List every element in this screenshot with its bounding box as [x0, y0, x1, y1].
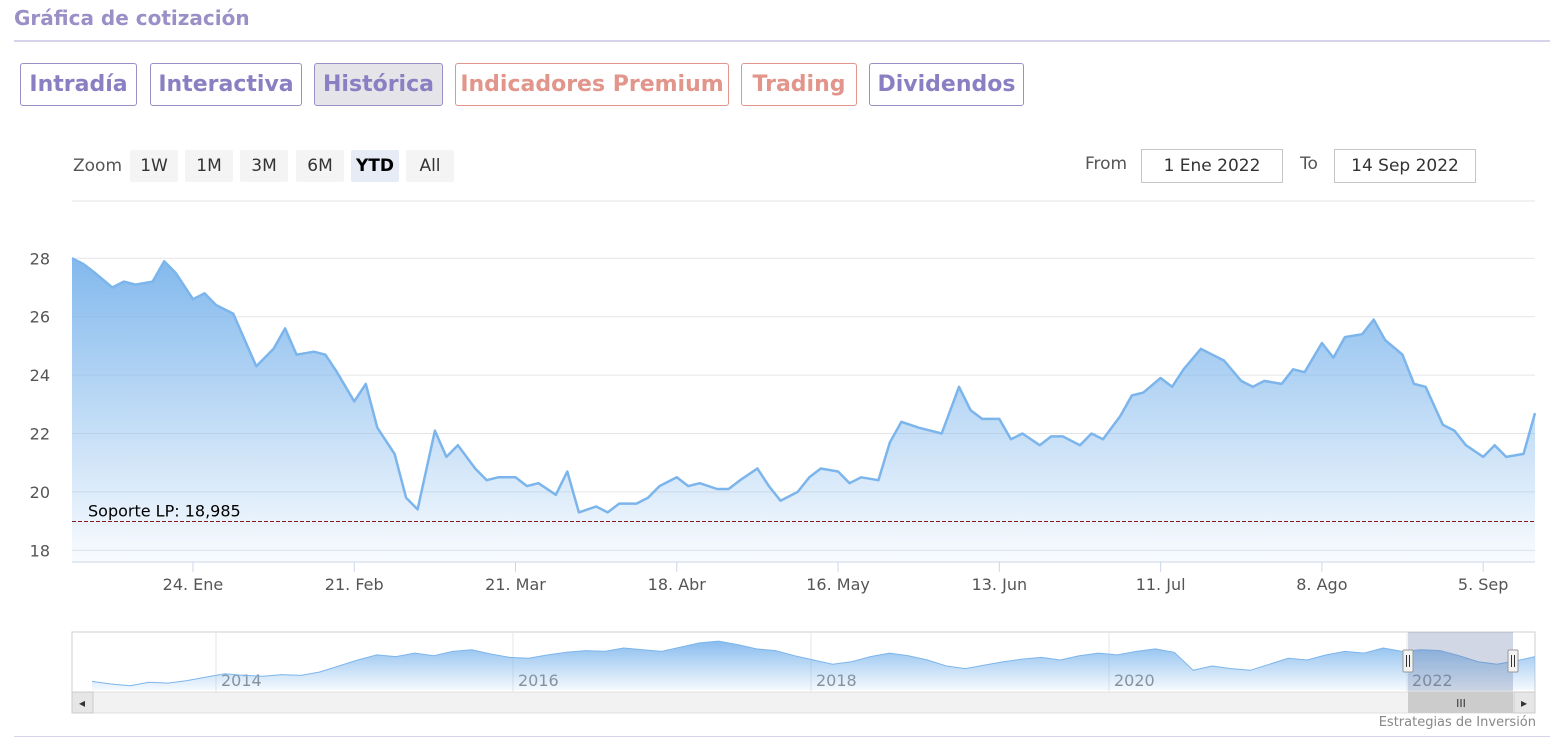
scroll-right-button — [1513, 691, 1536, 714]
price-area — [72, 258, 1535, 562]
tab-trading[interactable]: Trading — [741, 63, 857, 106]
y-tick-label: 28 — [30, 249, 50, 268]
navigator: 2014 2016 2018 2020 2022 — [71, 631, 1536, 693]
navigator-selection — [1408, 632, 1513, 692]
y-tick-label: 18 — [30, 541, 50, 560]
navigator-line — [91, 640, 1536, 687]
scrollbar: ◂ ▸ III — [71, 691, 1536, 714]
x-tick-label: 16. May — [806, 575, 870, 594]
y-tick-label: 20 — [30, 483, 50, 502]
scroll-grip-icon: III — [1456, 697, 1466, 710]
tab-historica[interactable]: Histórica — [314, 63, 443, 106]
to-label: To — [1300, 154, 1318, 174]
x-tick-label: 5. Sep — [1458, 575, 1509, 594]
tab-dividendos[interactable]: Dividendos — [869, 63, 1024, 106]
x-tick-label: 13. Jun — [972, 575, 1028, 594]
section-title: Gráfica de cotización — [14, 6, 250, 30]
bottom-divider — [14, 736, 1550, 737]
zoom-label: Zoom — [73, 156, 123, 176]
y-tick-label: 26 — [30, 308, 50, 327]
y-tick-label: 24 — [30, 366, 50, 385]
zoom-all-button[interactable]: All — [406, 150, 454, 182]
to-date-input[interactable]: 14 Sep 2022 — [1334, 149, 1476, 183]
x-tick-label: 8. Ago — [1296, 575, 1347, 594]
tab-interactiva[interactable]: Interactiva — [150, 63, 302, 106]
x-tick-label: 18. Abr — [648, 575, 707, 594]
navigator-year-label: 2018 — [816, 671, 857, 690]
scroll-right-icon: ▸ — [1521, 696, 1527, 710]
zoom-1m-button[interactable]: 1M — [185, 150, 233, 182]
x-tick-label: 11. Jul — [1136, 575, 1186, 594]
zoom-3m-button[interactable]: 3M — [240, 150, 288, 182]
title-divider — [14, 40, 1550, 42]
navigator-year-label: 2016 — [518, 671, 559, 690]
navigator-area — [92, 641, 1535, 690]
scroll-left-button — [71, 691, 94, 714]
x-tick-label: 24. Ene — [163, 575, 224, 594]
support-label: Soporte LP: 18,985 — [88, 502, 241, 521]
navigator-year-label: 2022 — [1412, 671, 1453, 690]
from-label: From — [1085, 154, 1128, 174]
navigator-year-label: 2014 — [221, 671, 262, 690]
navigator-handle — [1507, 649, 1519, 673]
price-line — [71, 257, 1537, 514]
tab-indicadores-premium[interactable]: Indicadores Premium — [455, 63, 729, 106]
tab-intradia[interactable]: Intradía — [20, 63, 137, 106]
y-tick-label: 22 — [30, 425, 50, 444]
x-tick-label: 21. Mar — [485, 575, 546, 594]
zoom-ytd-button[interactable]: YTD — [351, 150, 399, 182]
navigator-year-label: 2020 — [1114, 671, 1155, 690]
scroll-left-icon: ◂ — [79, 696, 85, 710]
zoom-1w-button[interactable]: 1W — [130, 150, 178, 182]
zoom-6m-button[interactable]: 6M — [296, 150, 344, 182]
navigator-handle — [1402, 649, 1414, 673]
scroll-thumb — [1408, 692, 1513, 713]
x-tick-label: 21. Feb — [325, 575, 384, 594]
from-date-input[interactable]: 1 Ene 2022 — [1141, 149, 1283, 183]
credits: Estrategias de Inversión — [1378, 715, 1536, 730]
